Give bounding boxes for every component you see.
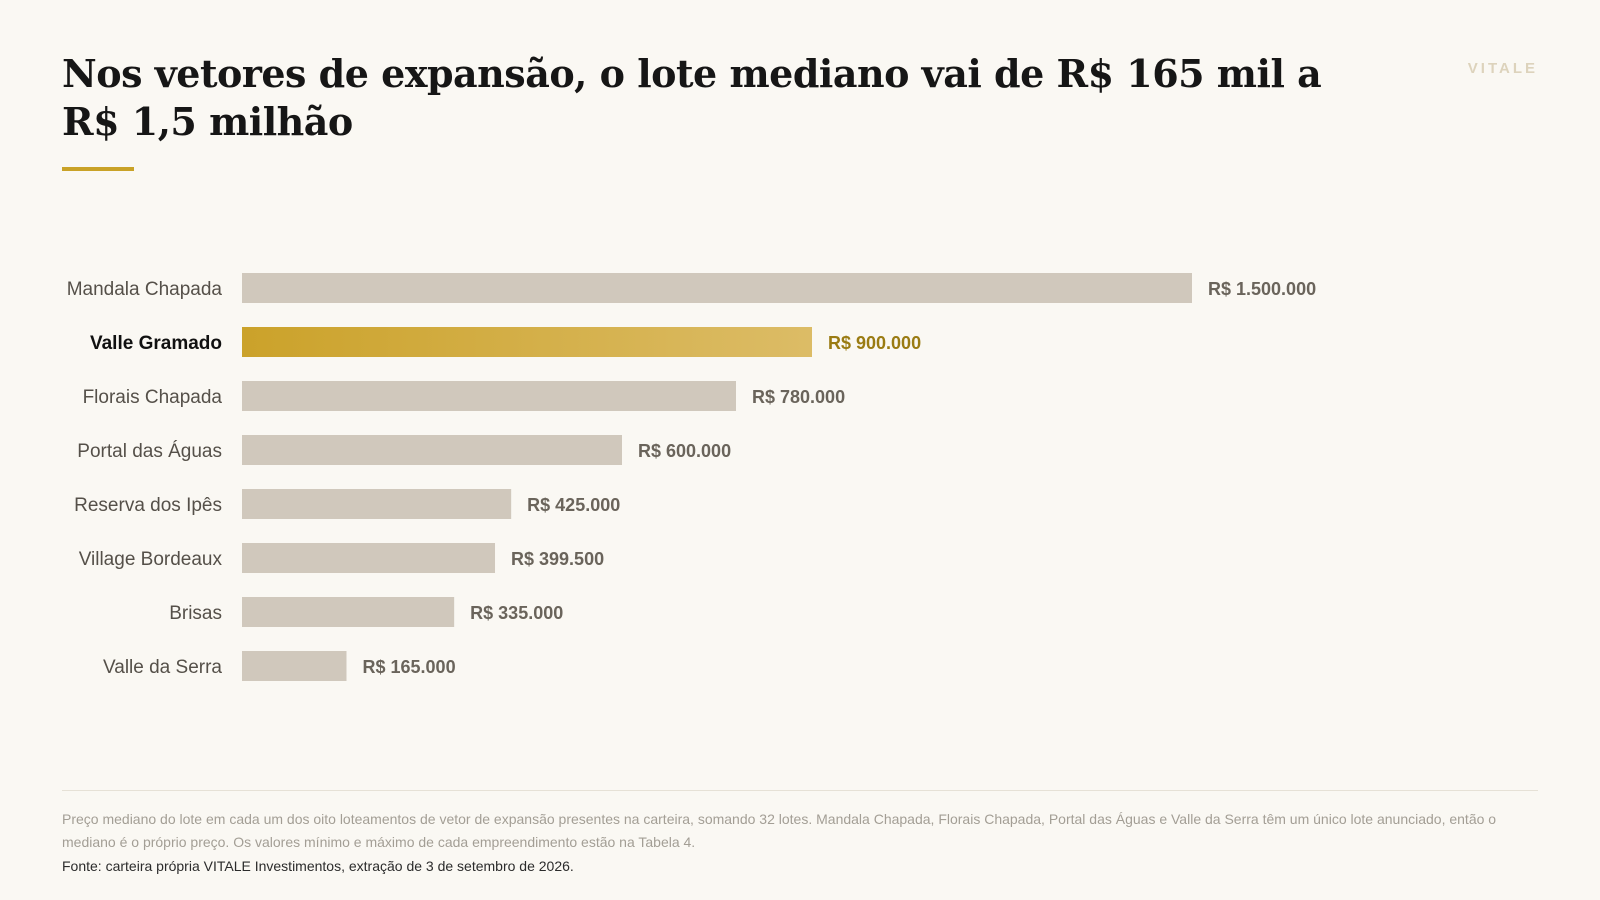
bar-highlight [242,327,812,357]
brand-logo: VITALE [1467,60,1538,77]
footer-divider [62,790,1538,791]
bar [242,651,347,681]
chart-title: Nos vetores de expansão, o lote mediano … [62,51,1322,144]
value-label: R$ 900.000 [828,333,921,353]
value-label: R$ 425.000 [527,495,620,515]
category-label: Valle Gramado [90,333,222,354]
category-label: Village Bordeaux [79,549,223,570]
value-label: R$ 780.000 [752,387,845,407]
value-label: R$ 335.000 [470,603,563,623]
bar [242,435,622,465]
value-label: R$ 1.500.000 [1208,279,1316,299]
category-label: Florais Chapada [83,387,223,408]
category-label: Portal das Águas [77,441,222,462]
bar [242,597,455,627]
value-label: R$ 399.500 [511,549,604,569]
bar [242,273,1192,303]
title-accent-rule [62,167,134,171]
bar [242,543,496,573]
footnote: Preço mediano do lote em cada um dos oit… [62,811,1497,850]
value-label: R$ 165.000 [363,657,456,677]
source-note: Fonte: carteira própria VITALE Investime… [62,858,574,874]
category-label: Reserva dos Ipês [74,495,222,516]
category-label: Mandala Chapada [67,279,223,300]
bar-chart: Mandala Chapada R$ 1.500.000 Valle Gramado… [67,273,1316,681]
category-label: Brisas [169,603,222,624]
value-label: R$ 600.000 [638,441,731,461]
category-label: Valle da Serra [103,657,222,678]
bar [242,489,512,519]
bar [242,381,736,411]
